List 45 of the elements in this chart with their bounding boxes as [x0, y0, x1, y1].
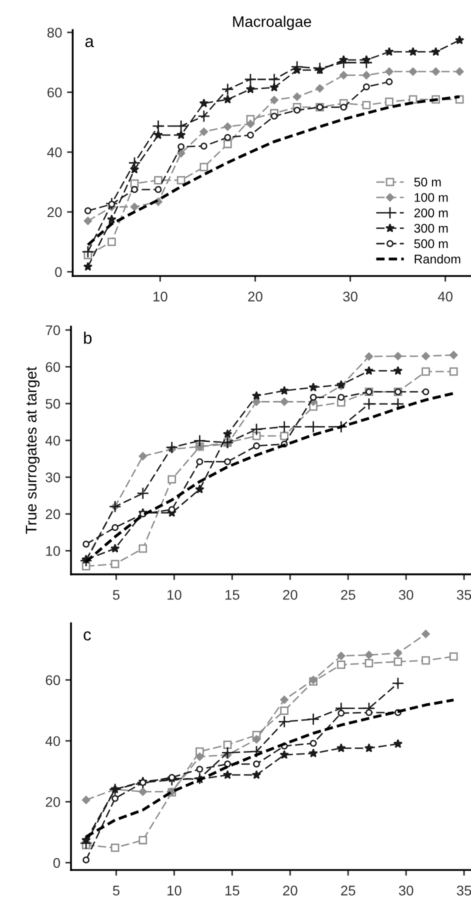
legend-label: 100 m — [414, 193, 448, 202]
x-tick-label: 20 — [283, 590, 298, 600]
annotation: c — [84, 631, 91, 640]
x-tick-label: 15 — [225, 886, 240, 896]
x-tick-label: 5 — [112, 886, 120, 896]
y-tick-label: 30 — [46, 472, 60, 482]
legend-label: 300 m — [414, 224, 448, 233]
x-tick-label: 30 — [398, 590, 414, 600]
legend-label: 200 m — [414, 208, 448, 218]
x-tick-label: 10 — [168, 590, 182, 600]
annotation: b — [84, 332, 92, 344]
x-tick-label: 10 — [153, 292, 168, 302]
annotation: a — [85, 38, 94, 48]
x-tick-label: 30 — [343, 292, 358, 302]
y-tick-label: 50 — [46, 398, 60, 409]
x-tick-label: 35 — [456, 590, 471, 600]
y-tick-label: 40 — [47, 147, 62, 158]
y-tick-label: 40 — [45, 736, 60, 746]
y-tick-label: 20 — [46, 509, 60, 520]
x-tick-label: 15 — [225, 590, 240, 600]
y-tick-label: 0 — [55, 267, 62, 277]
x-tick-label: 40 — [438, 292, 453, 302]
x-tick-label: 25 — [341, 886, 356, 896]
x-tick-label: 30 — [398, 886, 414, 896]
y-tick-label: 60 — [46, 362, 60, 372]
x-tick-label: 20 — [248, 292, 262, 302]
legend-label: 500 m — [414, 239, 448, 248]
y-tick-label: 80 — [47, 28, 62, 38]
y-tick-label: 60 — [48, 88, 62, 98]
y-axis-title: True surrogates at target — [26, 366, 40, 534]
x-tick-label: 5 — [112, 590, 120, 600]
y-tick-label: 20 — [48, 207, 62, 218]
x-tick-label: 20 — [283, 886, 298, 896]
y-tick-label: 10 — [46, 546, 60, 556]
legend-label: 50 m — [414, 178, 441, 187]
y-tick-label: 60 — [46, 675, 60, 686]
chart-title: Macroalgae — [233, 16, 312, 30]
x-tick-label: 25 — [341, 590, 356, 600]
x-tick-label: 10 — [168, 886, 182, 896]
x-tick-label: 35 — [456, 886, 471, 896]
y-tick-label: 40 — [45, 436, 60, 446]
y-tick-label: 70 — [46, 325, 60, 336]
legend-label: Random — [414, 254, 460, 264]
y-tick-label: 0 — [53, 858, 60, 868]
y-tick-label: 20 — [46, 797, 60, 807]
